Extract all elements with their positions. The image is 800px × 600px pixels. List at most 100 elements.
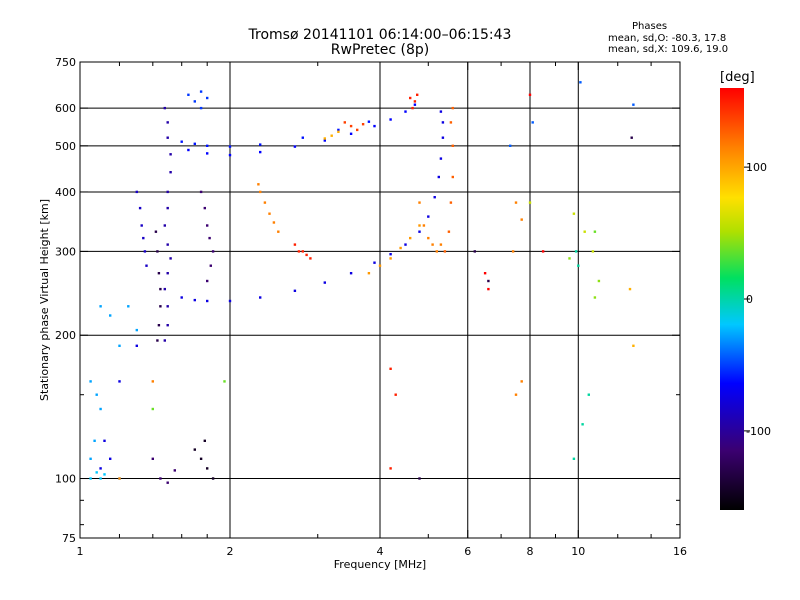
- data-point: [293, 145, 297, 148]
- data-point: [206, 96, 209, 100]
- data-point: [89, 477, 92, 480]
- data-point: [118, 380, 121, 383]
- data-point: [166, 121, 169, 124]
- data-point: [389, 118, 392, 121]
- y-tick-label: 600: [55, 102, 76, 115]
- data-point: [572, 457, 576, 460]
- data-point: [628, 287, 632, 291]
- data-point: [159, 287, 162, 291]
- data-point: [587, 393, 590, 396]
- data-point: [441, 121, 445, 124]
- data-point: [418, 201, 421, 204]
- data-point: [449, 201, 453, 204]
- data-point: [451, 144, 454, 147]
- data-point: [223, 380, 226, 383]
- data-point: [574, 250, 578, 253]
- data-point: [99, 305, 102, 308]
- data-point: [422, 224, 426, 227]
- data-point: [593, 296, 597, 299]
- data-point: [361, 123, 365, 126]
- data-point: [140, 224, 143, 227]
- data-point: [228, 145, 232, 148]
- data-point: [323, 137, 326, 140]
- phase-x-stats: mean, sd,X: 109.6, 19.0: [608, 44, 729, 55]
- data-point: [520, 218, 523, 221]
- data-point: [156, 250, 159, 253]
- data-point: [180, 296, 183, 299]
- chart-title: Tromsø 20141101 06:14:00–06:15:43: [248, 27, 512, 43]
- data-point: [413, 100, 417, 103]
- data-point: [349, 124, 353, 128]
- y-axis-label: Stationary phase Virtual Height [km]: [38, 199, 51, 401]
- data-point: [323, 139, 326, 142]
- data-point: [528, 93, 532, 96]
- data-point: [163, 106, 166, 110]
- data-point: [483, 272, 487, 275]
- data-point: [151, 457, 154, 460]
- data-point: [511, 250, 515, 253]
- data-point: [373, 124, 376, 128]
- colorbar-tick-label: 100: [746, 161, 767, 174]
- data-point: [151, 407, 154, 411]
- data-point: [180, 140, 183, 143]
- data-point: [528, 201, 532, 204]
- data-point: [447, 230, 451, 233]
- data-point: [349, 272, 353, 275]
- data-point: [166, 305, 169, 308]
- data-point: [99, 407, 102, 411]
- data-point: [305, 253, 308, 257]
- x-tick-label: 2: [227, 545, 234, 558]
- y-tick-label: 300: [55, 245, 76, 258]
- data-point: [427, 215, 430, 218]
- data-point: [439, 110, 443, 113]
- data-point: [356, 128, 359, 132]
- data-point: [418, 477, 421, 480]
- data-point: [373, 261, 376, 264]
- data-point: [199, 106, 203, 110]
- data-point: [451, 106, 454, 110]
- data-point: [228, 153, 232, 157]
- data-point: [579, 81, 582, 84]
- y-tick-label: 400: [55, 186, 76, 199]
- colorbar: [720, 88, 744, 510]
- data-point: [95, 393, 98, 396]
- data-point: [206, 224, 209, 227]
- data-point: [409, 236, 412, 240]
- data-point: [583, 230, 586, 233]
- data-point: [431, 243, 434, 246]
- data-point: [630, 136, 633, 139]
- data-point: [337, 128, 340, 132]
- phases-label: Phases: [632, 21, 668, 32]
- data-point: [597, 279, 601, 283]
- colorbar-unit: [deg]: [720, 70, 755, 85]
- data-point: [154, 230, 158, 233]
- data-point: [145, 264, 148, 267]
- data-point: [193, 448, 196, 451]
- data-point: [259, 190, 262, 194]
- data-point: [632, 344, 635, 347]
- data-point: [439, 157, 443, 160]
- data-point: [99, 467, 102, 470]
- x-tick-label: 8: [527, 545, 534, 558]
- data-point: [135, 190, 138, 194]
- data-point: [427, 236, 430, 240]
- data-point: [187, 148, 190, 152]
- data-point: [272, 221, 276, 224]
- y-tick-label: 75: [62, 532, 76, 545]
- data-point: [166, 190, 169, 194]
- data-point: [568, 257, 571, 260]
- data-point: [89, 457, 92, 460]
- data-point: [169, 153, 172, 156]
- data-point: [166, 272, 169, 275]
- data-point: [577, 264, 580, 267]
- data-point: [293, 289, 297, 292]
- data-point: [163, 339, 166, 342]
- data-point: [127, 305, 130, 308]
- data-point: [257, 183, 260, 186]
- data-point: [443, 250, 447, 253]
- chart-subtitle: RwPretec (8p): [330, 42, 430, 58]
- data-point: [409, 96, 412, 100]
- data-point: [211, 250, 215, 253]
- data-point: [109, 457, 112, 460]
- data-point: [437, 175, 440, 179]
